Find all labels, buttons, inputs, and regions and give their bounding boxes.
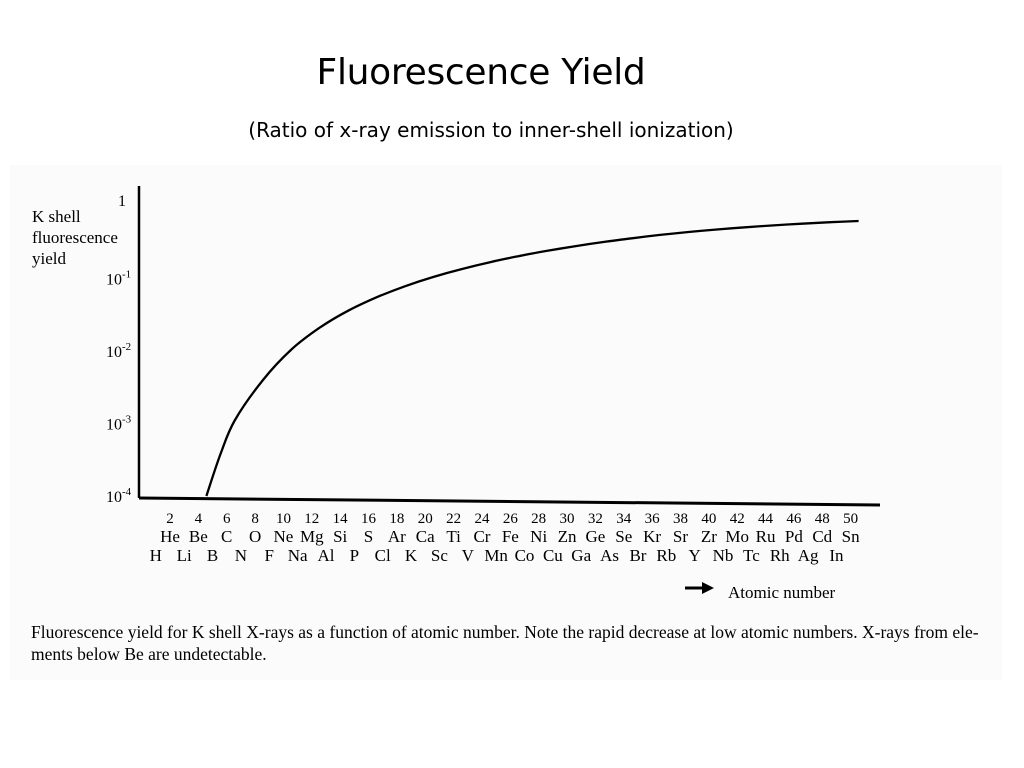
y-tick-labels: 1 10-1 10-2 10-3 10-4 <box>106 193 132 506</box>
x-tick-label: 48 <box>815 511 830 527</box>
element-label: Pd <box>785 527 803 546</box>
element-label: Ar <box>388 527 406 546</box>
x-axis <box>138 496 881 507</box>
element-label: Na <box>288 546 308 565</box>
figure-caption: Fluorescence yield for K shell X-rays as… <box>31 622 979 664</box>
x-tick-label: 30 <box>560 511 575 527</box>
element-label: Fe <box>502 527 519 546</box>
x-tick-label: 24 <box>474 511 490 527</box>
x-tick-label: 28 <box>531 511 546 527</box>
element-label: B <box>207 546 218 565</box>
element-label: Ne <box>274 527 294 546</box>
x-tick-label: 42 <box>730 511 745 527</box>
element-label: Cl <box>375 546 391 565</box>
element-label: Li <box>177 546 192 565</box>
x-tick-label: 26 <box>503 511 519 527</box>
figure-panel <box>10 165 1002 680</box>
element-label: Ag <box>798 546 819 565</box>
element-label: Cd <box>812 527 832 546</box>
element-label: Nb <box>713 546 734 565</box>
element-label: Cu <box>543 546 563 565</box>
y-axis-label: K shell fluorescence yield <box>32 207 118 268</box>
x-tick-label: 32 <box>588 511 603 527</box>
element-label: Ge <box>585 527 605 546</box>
element-label: Tc <box>743 546 760 565</box>
element-label: Ga <box>571 546 591 565</box>
x-tick-label: 14 <box>333 511 349 527</box>
element-label: N <box>235 546 247 565</box>
element-label: P <box>350 546 359 565</box>
element-label: As <box>600 546 619 565</box>
element-label: Sr <box>673 527 688 546</box>
element-label: Sc <box>431 546 448 565</box>
x-tick-label: 22 <box>446 511 461 527</box>
element-label: Sn <box>842 527 860 546</box>
element-label: O <box>249 527 261 546</box>
element-label: Si <box>333 527 347 546</box>
yield-curve <box>205 219 859 497</box>
element-label: Br <box>629 546 646 565</box>
element-label: Al <box>317 546 334 565</box>
element-label: Kr <box>643 527 661 546</box>
x-axis-label: Atomic number <box>728 583 836 602</box>
x-tick-label: 2 <box>166 511 174 527</box>
element-label: H <box>150 546 162 565</box>
element-label: Co <box>515 546 535 565</box>
element-label: Mn <box>484 546 508 565</box>
x-tick-label: 10 <box>276 511 291 527</box>
x-tick-labels: 2 4 6 8 10 12 14 16 18 20 22 24 26 28 30 32 34 36 38 40 42 44… <box>166 511 858 527</box>
element-label: He <box>160 527 180 546</box>
element-label: In <box>829 546 844 565</box>
y-tick-label: 1 <box>118 193 126 210</box>
element-label: Ni <box>530 527 547 546</box>
element-label: Zr <box>701 527 717 546</box>
x-tick-label: 16 <box>361 511 377 527</box>
y-tick-label: 10-4 <box>106 486 132 506</box>
x-tick-label: 18 <box>389 511 404 527</box>
element-label: Mo <box>725 527 749 546</box>
x-tick-label: 20 <box>418 511 433 527</box>
element-label: Se <box>615 527 632 546</box>
element-label: Rh <box>770 546 790 565</box>
element-label: V <box>462 546 475 565</box>
element-label: Zn <box>558 527 577 546</box>
element-label: Cr <box>473 527 490 546</box>
element-label: K <box>405 546 418 565</box>
x-tick-label: 44 <box>758 511 774 527</box>
x-tick-label: 12 <box>304 511 319 527</box>
x-tick-label: 36 <box>645 511 661 527</box>
x-tick-label: 40 <box>701 511 716 527</box>
element-label: S <box>364 527 373 546</box>
x-tick-label: 6 <box>223 511 231 527</box>
element-label: Mg <box>300 527 324 546</box>
y-tick-label: 10-3 <box>106 414 132 434</box>
element-label: Be <box>189 527 208 546</box>
x-tick-label: 4 <box>195 511 203 527</box>
y-tick-label: 10-1 <box>106 269 131 289</box>
element-label: C <box>221 527 232 546</box>
x-tick-label: 8 <box>251 511 259 527</box>
element-labels-odd: H Li B N F Na Al P Cl K Sc V Mn Co Cu Ga As Br Rb Y Nb Tc Rh Ag… <box>150 546 844 565</box>
x-tick-label: 38 <box>673 511 688 527</box>
slide-title: Fluorescence Yield <box>316 52 646 93</box>
element-label: Ti <box>446 527 461 546</box>
x-tick-label: 50 <box>843 511 858 527</box>
element-label: Rb <box>656 546 676 565</box>
element-label: Y <box>689 546 701 565</box>
x-tick-label: 46 <box>786 511 802 527</box>
element-label: F <box>265 546 274 565</box>
element-label: Ru <box>756 527 776 546</box>
x-tick-label: 34 <box>616 511 632 527</box>
slide-subtitle: (Ratio of x-ray emission to inner-shell … <box>248 118 734 142</box>
element-labels-even: He Be C O Ne Mg Si S Ar Ca Ti Cr Fe Ni Zn Ge Se Kr Sr Zr Mo R… <box>160 527 860 546</box>
element-label: Ca <box>416 527 435 546</box>
arrow-right-icon <box>685 582 714 594</box>
y-tick-label: 10-2 <box>106 341 131 361</box>
